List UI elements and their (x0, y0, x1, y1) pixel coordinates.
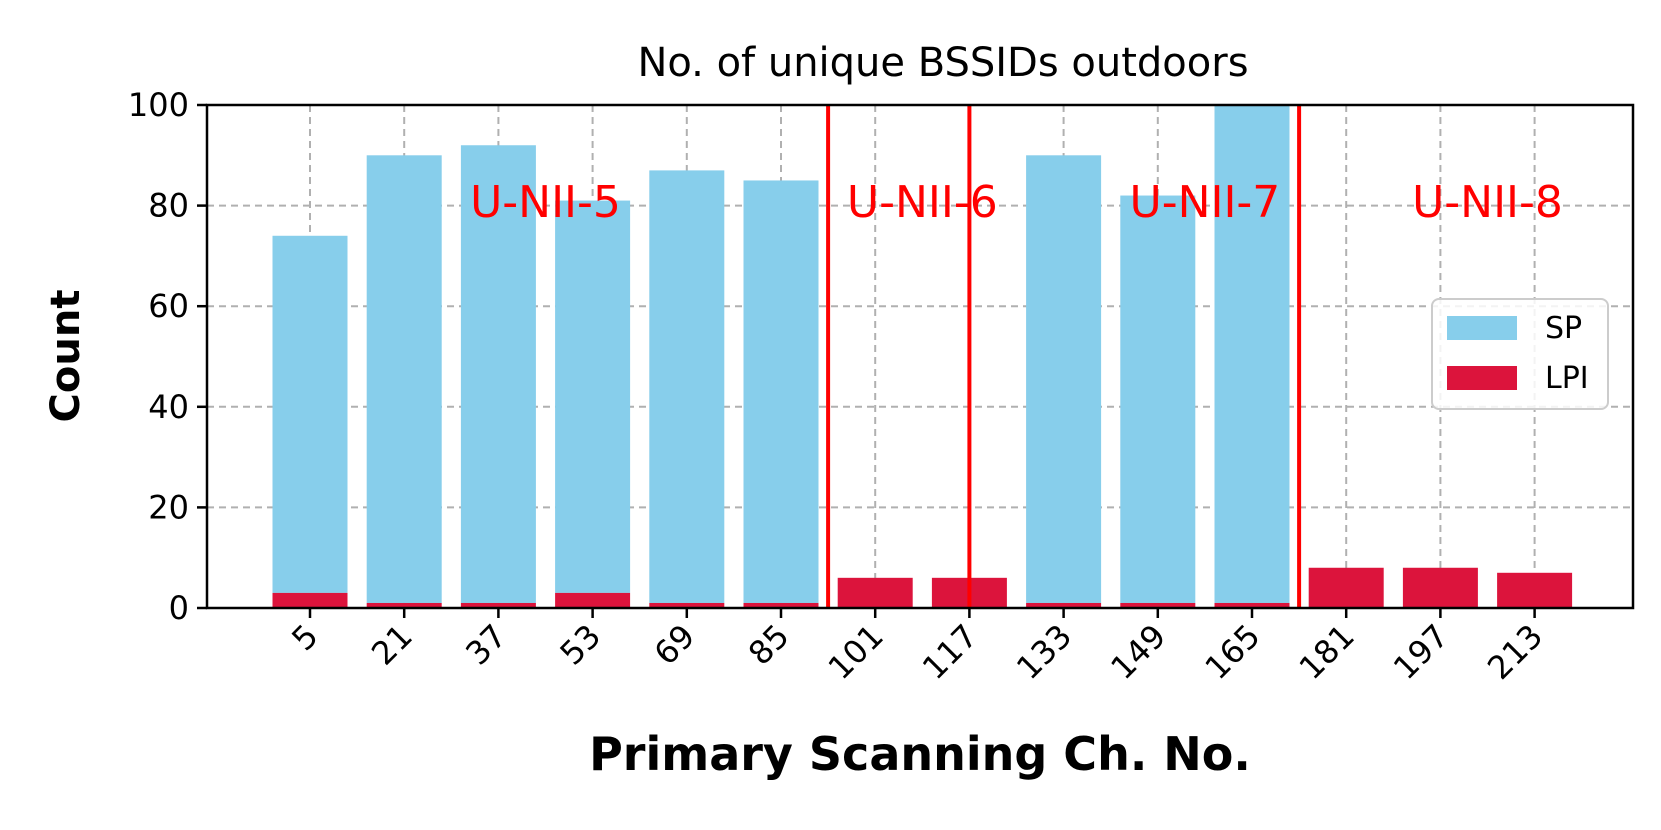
legend-swatch (1447, 366, 1517, 390)
bar-lpi (837, 577, 913, 608)
x-tick-label: 37 (458, 617, 514, 673)
legend-swatch (1447, 316, 1517, 340)
legend-label: LPI (1545, 361, 1589, 396)
y-tick-label: 20 (148, 488, 189, 526)
bar-sp (1026, 155, 1102, 603)
bar-sp (272, 235, 348, 593)
x-axis-label: Primary Scanning Ch. No. (589, 727, 1251, 781)
x-tick-label: 101 (821, 617, 891, 687)
y-tick-label: 100 (128, 86, 189, 124)
bar-sp (555, 200, 631, 593)
bar-sp (1214, 105, 1290, 603)
bar-lpi (460, 602, 536, 608)
x-tick-label: 21 (364, 617, 420, 673)
plot-frame (205, 103, 1635, 610)
bar-sp (649, 170, 725, 603)
x-axis-ticks: 5 21 37 53 69 85 101 117 133 149 165 181 197 213 (284, 608, 1550, 687)
bar-sp (1120, 195, 1196, 603)
legend-label: SP (1545, 311, 1582, 346)
y-tick-label: 40 (148, 388, 189, 426)
bar-lpi (1402, 567, 1478, 608)
x-tick-label: 213 (1480, 617, 1550, 687)
y-axis-ticks: 0 20 40 60 80 100 (128, 86, 207, 627)
bar-lpi (1026, 602, 1102, 608)
bar-lpi (272, 592, 348, 608)
bar-lpi (555, 592, 631, 608)
x-tick-label: 181 (1292, 617, 1362, 687)
bar-lpi (366, 602, 442, 608)
x-tick-label: 149 (1103, 617, 1173, 687)
bar-lpi (649, 602, 725, 608)
x-tick-label: 53 (552, 617, 608, 673)
x-tick-label: 85 (741, 617, 797, 673)
x-tick-label: 5 (284, 617, 325, 658)
y-tick-label: 60 (148, 287, 189, 325)
x-tick-label: 133 (1009, 617, 1079, 687)
y-tick-label: 80 (148, 187, 189, 225)
bar-lpi (1497, 572, 1573, 608)
bar-lpi (1120, 602, 1196, 608)
legend: SP LPI (1431, 298, 1609, 410)
y-axis-label: Count (43, 290, 89, 423)
chart-title: No. of unique BSSIDs outdoors (637, 40, 1248, 86)
band-label: U-NII-8 (1412, 177, 1563, 228)
bar-lpi (743, 602, 819, 608)
grid (207, 105, 1633, 608)
band-label: U-NII-7 (1129, 177, 1280, 228)
bar-sp (743, 180, 819, 603)
bars (272, 105, 1573, 608)
y-tick-label: 0 (169, 589, 189, 627)
band-label: U-NII-5 (470, 177, 621, 228)
x-tick-label: 117 (915, 617, 985, 687)
band-label: U-NII-6 (847, 177, 998, 228)
x-tick-label: 197 (1386, 617, 1456, 687)
x-tick-label: 165 (1197, 617, 1267, 687)
band-annotations: U-NII-5 U-NII-6 U-NII-7 U-NII-8 (470, 105, 1563, 608)
bar-sp (366, 155, 442, 603)
bar-lpi (1214, 602, 1290, 608)
bar-lpi (1308, 567, 1384, 608)
bar-sp (460, 145, 536, 603)
x-tick-label: 69 (647, 617, 703, 673)
